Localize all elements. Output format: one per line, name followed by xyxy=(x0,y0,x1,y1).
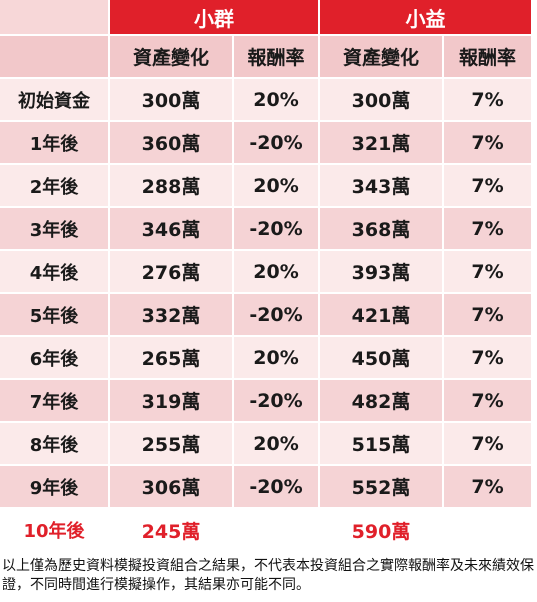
asset-a-cell: 319萬 xyxy=(110,380,234,423)
row-label: 4年後 xyxy=(0,251,110,294)
asset-a-cell: 255萬 xyxy=(110,423,234,466)
table-row: 1年後 360萬 -20% 321萬 7% xyxy=(0,122,533,165)
table-row: 5年後 332萬 -20% 421萬 7% xyxy=(0,294,533,337)
asset-b-cell: 482萬 xyxy=(320,380,444,423)
table-row: 4年後 276萬 20% 393萬 7% xyxy=(0,251,533,294)
rate-a-cell xyxy=(234,509,320,553)
row-label: 初始資金 xyxy=(0,79,110,122)
rate-a-cell: 20% xyxy=(234,165,320,208)
asset-b-cell: 321萬 xyxy=(320,122,444,165)
rate-a-cell: -20% xyxy=(234,122,320,165)
rate-a-cell: 20% xyxy=(234,337,320,380)
asset-a-cell: 306萬 xyxy=(110,466,234,509)
rate-b-cell: 7% xyxy=(444,466,533,509)
rate-a-cell: 20% xyxy=(234,79,320,122)
asset-a-cell: 300萬 xyxy=(110,79,234,122)
row-label: 6年後 xyxy=(0,337,110,380)
asset-a-cell: 265萬 xyxy=(110,337,234,380)
subheader-blank xyxy=(0,36,110,79)
row-label: 5年後 xyxy=(0,294,110,337)
row-label: 2年後 xyxy=(0,165,110,208)
table-row: 3年後 346萬 -20% 368萬 7% xyxy=(0,208,533,251)
asset-b-cell: 300萬 xyxy=(320,79,444,122)
rate-b-cell: 7% xyxy=(444,208,533,251)
asset-a-cell: 288萬 xyxy=(110,165,234,208)
asset-b-cell: 368萬 xyxy=(320,208,444,251)
asset-a-cell: 332萬 xyxy=(110,294,234,337)
row-label: 3年後 xyxy=(0,208,110,251)
asset-b-cell: 450萬 xyxy=(320,337,444,380)
rate-a-cell: -20% xyxy=(234,466,320,509)
asset-b-cell: 421萬 xyxy=(320,294,444,337)
rate-b-cell: 7% xyxy=(444,251,533,294)
column-header: 報酬率 xyxy=(444,36,533,79)
asset-b-cell: 343萬 xyxy=(320,165,444,208)
asset-b-cell: 515萬 xyxy=(320,423,444,466)
table-row: 6年後 265萬 20% 450萬 7% xyxy=(0,337,533,380)
rate-b-cell: 7% xyxy=(444,294,533,337)
group-header-b: 小益 xyxy=(320,0,533,36)
table-row: 10年後 245萬 590萬 xyxy=(0,509,533,553)
corner-cell xyxy=(0,0,110,36)
rate-a-cell: -20% xyxy=(234,380,320,423)
asset-a-cell: 276萬 xyxy=(110,251,234,294)
rate-b-cell: 7% xyxy=(444,79,533,122)
table-row: 8年後 255萬 20% 515萬 7% xyxy=(0,423,533,466)
table-row: 初始資金 300萬 20% 300萬 7% xyxy=(0,79,533,122)
row-label: 1年後 xyxy=(0,122,110,165)
asset-a-cell: 346萬 xyxy=(110,208,234,251)
table-row: 2年後 288萬 20% 343萬 7% xyxy=(0,165,533,208)
column-header: 資產變化 xyxy=(320,36,444,79)
comparison-table: 小群 小益 資產變化 報酬率 資產變化 報酬率 初始資金 300萬 20% 300萬 7… xyxy=(0,0,533,553)
rate-b-cell: 7% xyxy=(444,337,533,380)
rate-a-cell: 20% xyxy=(234,423,320,466)
asset-b-cell: 590萬 xyxy=(320,509,444,553)
rate-b-cell: 7% xyxy=(444,165,533,208)
rate-b-cell: 7% xyxy=(444,122,533,165)
asset-b-cell: 552萬 xyxy=(320,466,444,509)
rate-b-cell: 7% xyxy=(444,423,533,466)
table-row: 9年後 306萬 -20% 552萬 7% xyxy=(0,466,533,509)
rate-b-cell xyxy=(444,509,533,553)
asset-a-cell: 360萬 xyxy=(110,122,234,165)
rate-a-cell: -20% xyxy=(234,294,320,337)
rate-a-cell: 20% xyxy=(234,251,320,294)
column-header: 報酬率 xyxy=(234,36,320,79)
group-header-a: 小群 xyxy=(110,0,320,36)
rate-b-cell: 7% xyxy=(444,380,533,423)
row-label: 7年後 xyxy=(0,380,110,423)
table-row: 7年後 319萬 -20% 482萬 7% xyxy=(0,380,533,423)
column-header: 資產變化 xyxy=(110,36,234,79)
row-label: 8年後 xyxy=(0,423,110,466)
disclaimer-note: 以上僅為歷史資料模擬投資組合之結果，不代表本投資組合之實際報酬率及未來績效保證，… xyxy=(2,558,534,593)
asset-b-cell: 393萬 xyxy=(320,251,444,294)
row-label: 9年後 xyxy=(0,466,110,509)
rate-a-cell: -20% xyxy=(234,208,320,251)
row-label: 10年後 xyxy=(0,509,110,553)
asset-a-cell: 245萬 xyxy=(110,509,234,553)
